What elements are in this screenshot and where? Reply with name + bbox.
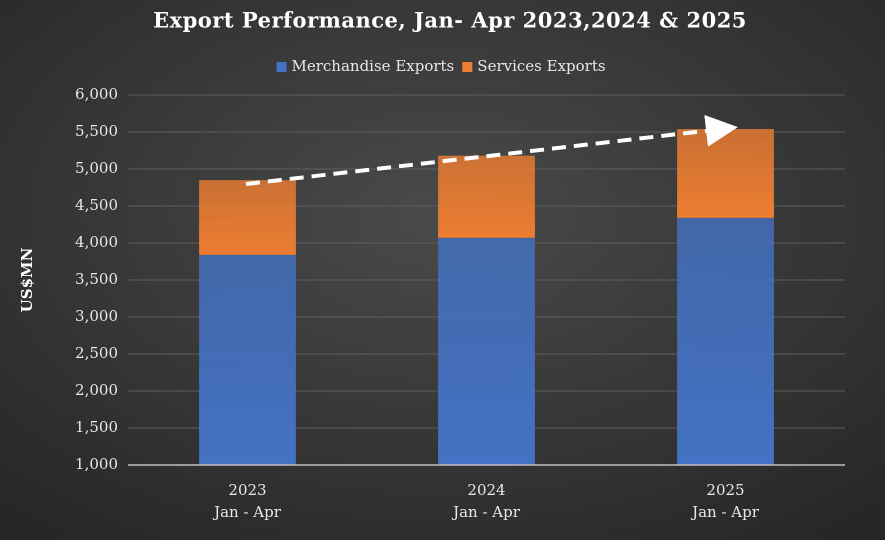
y-tick-label: 5,500 bbox=[75, 122, 118, 140]
legend-swatch bbox=[276, 62, 287, 72]
bar-segment bbox=[199, 254, 296, 465]
x-tick-label: 2024 bbox=[467, 481, 505, 499]
x-tick-label: Jan - Apr bbox=[212, 503, 282, 521]
bar-segment bbox=[199, 180, 296, 255]
y-tick-label: 1,500 bbox=[75, 418, 118, 436]
y-axis-label: US$MN bbox=[18, 247, 36, 312]
chart-title: Export Performance, Jan- Apr 2023,2024 &… bbox=[153, 8, 747, 33]
bar-segment bbox=[438, 155, 535, 238]
x-tick-label: Jan - Apr bbox=[690, 503, 760, 521]
y-tick-label: 2,500 bbox=[75, 344, 118, 362]
x-tick-label: 2023 bbox=[228, 481, 266, 499]
bar-segment bbox=[677, 217, 774, 465]
y-tick-label: 2,000 bbox=[75, 381, 118, 399]
y-tick-label: 3,000 bbox=[75, 307, 118, 325]
x-tick-label: 2025 bbox=[706, 481, 744, 499]
bar-segment bbox=[438, 237, 535, 465]
y-tick-label: 4,000 bbox=[75, 233, 118, 251]
y-tick-label: 1,000 bbox=[75, 455, 118, 473]
bar-segment bbox=[677, 129, 774, 218]
y-tick-label: 3,500 bbox=[75, 270, 118, 288]
plot: 1,000 1,500 2,000 2,500 3,000 3,500 4,000 4,500… bbox=[75, 85, 845, 521]
y-tick-label: 4,500 bbox=[75, 196, 118, 214]
x-tick-label: Jan - Apr bbox=[451, 503, 521, 521]
y-tick-label: 6,000 bbox=[75, 85, 118, 103]
legend-label: Merchandise Exports bbox=[292, 57, 455, 75]
trend-arrow bbox=[245, 114, 738, 186]
y-tick-label: 5,000 bbox=[75, 159, 118, 177]
legend-label: Services Exports bbox=[477, 57, 605, 75]
legend-swatch bbox=[462, 62, 473, 72]
